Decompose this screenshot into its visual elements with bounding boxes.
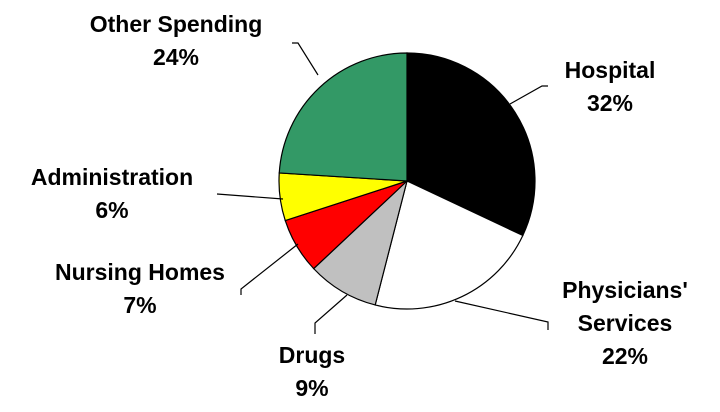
slice-value-2: 9%: [295, 375, 328, 401]
pie-slices: [278, 52, 536, 310]
slice-label-1-line-0: Physicians': [562, 277, 688, 303]
slice-value-5: 24%: [153, 44, 199, 70]
slice-value-0: 32%: [587, 90, 633, 116]
leader-line-0: [509, 85, 548, 105]
slice-value-4: 6%: [95, 197, 128, 223]
leader-line-3: [240, 243, 299, 295]
pie-slice-5: [278, 52, 408, 182]
slice-label-5-line-0: Other Spending: [90, 11, 263, 37]
leader-lines: [216, 42, 549, 334]
slice-value-3: 7%: [123, 292, 156, 318]
pie-slice-1: [374, 180, 524, 310]
leader-line-1: [454, 300, 549, 330]
slice-labels: Hospital 32% Physicians' Services 22% Drugs 9%…: [31, 11, 688, 401]
leader-line-5: [292, 42, 319, 76]
slice-label-4-line-0: Administration: [31, 164, 193, 190]
pie-slice-0: [406, 52, 536, 237]
slice-value-1: 22%: [602, 343, 648, 369]
slice-label-1-line-1: Services: [578, 310, 673, 336]
slice-label-0-line-0: Hospital: [565, 57, 656, 83]
slice-label-2-line-0: Drugs: [279, 342, 345, 368]
leader-line-4: [216, 193, 284, 200]
slice-label-3-line-0: Nursing Homes: [55, 259, 225, 285]
leader-line-2: [314, 294, 348, 334]
